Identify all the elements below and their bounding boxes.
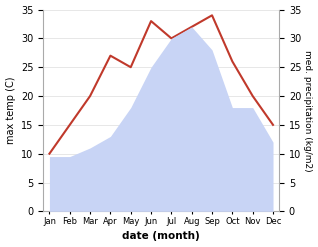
X-axis label: date (month): date (month)	[122, 231, 200, 242]
Y-axis label: med. precipitation (kg/m2): med. precipitation (kg/m2)	[303, 50, 313, 171]
Y-axis label: max temp (C): max temp (C)	[5, 77, 16, 144]
